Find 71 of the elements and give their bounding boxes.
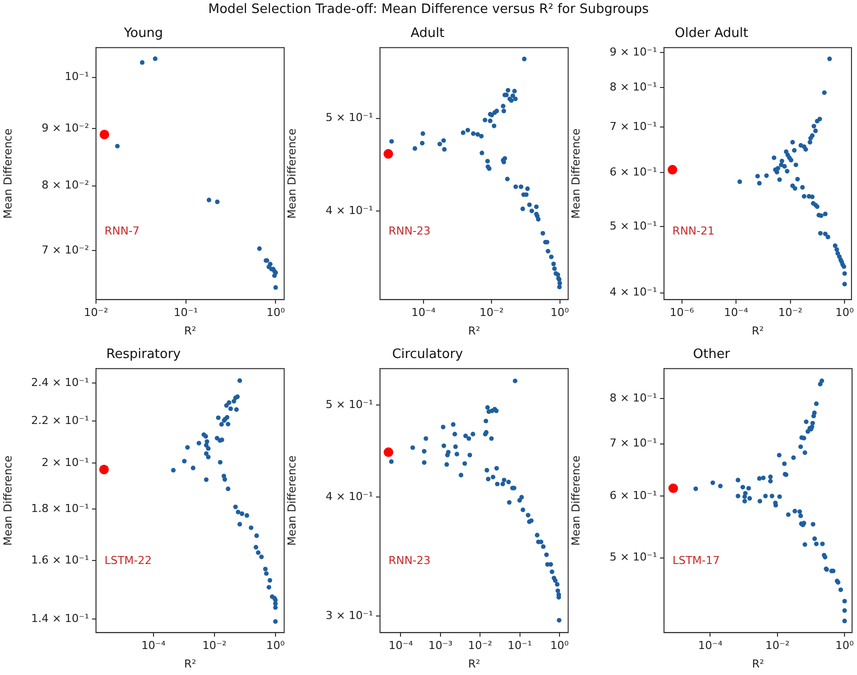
y-tick-label: 4 × 10⁻¹ xyxy=(326,490,373,504)
x-tick-label: 10⁻¹ xyxy=(174,306,198,320)
y-tick-label: 10⁻¹ xyxy=(64,70,89,84)
x-tick-label: 10⁻⁶ xyxy=(670,306,695,320)
x-tick-label: 10⁰ xyxy=(266,639,286,652)
y-tick-label: 2.4 × 10⁻¹ xyxy=(31,376,89,389)
x-tick-label: 10⁰ xyxy=(835,306,854,320)
y-tick-label: 6 × 10⁻¹ xyxy=(610,488,657,502)
y-tick-label: 7 × 10⁻² xyxy=(42,244,89,257)
y-tick-label: 4 × 10⁻¹ xyxy=(610,286,657,299)
y-tick-label: 5 × 10⁻¹ xyxy=(610,220,657,233)
y-tick-label: 7 × 10⁻¹ xyxy=(610,120,657,133)
y-tick-label: 8 × 10⁻¹ xyxy=(610,391,657,404)
x-tick-label: 10⁻⁴ xyxy=(698,639,723,652)
y-tick-label: 8 × 10⁻² xyxy=(42,178,89,192)
y-tick-label: 2.2 × 10⁻¹ xyxy=(31,414,89,427)
y-tick-label: 2 × 10⁻¹ xyxy=(42,456,89,469)
y-tick-label: 1.4 × 10⁻¹ xyxy=(31,612,89,626)
x-tick-label: 10⁰ xyxy=(550,306,570,320)
x-tick-label: 10⁻⁴ xyxy=(141,639,166,652)
x-tick-label: 10⁻² xyxy=(202,639,227,652)
y-axis-title: Mean Difference xyxy=(1,128,14,219)
annotation: RNN-23 xyxy=(388,224,431,238)
y-axis-title: Mean Difference xyxy=(285,455,298,546)
x-tick-label: 10⁰ xyxy=(550,639,570,652)
y-tick-label: 1.8 × 10⁻¹ xyxy=(31,502,89,515)
y-axis-title: Mean Difference xyxy=(285,128,298,219)
x-tick-label: 10⁻⁴ xyxy=(724,306,749,320)
x-tick-label: 10⁰ xyxy=(835,639,854,652)
y-tick-label: 4 × 10⁻¹ xyxy=(326,204,373,217)
chart-title: Respiratory xyxy=(106,347,182,362)
y-tick-label: 9 × 10⁻¹ xyxy=(610,45,657,58)
x-axis-title: R² xyxy=(468,657,480,670)
x-tick-label: 10⁻² xyxy=(84,306,108,320)
y-tick-label: 6 × 10⁻¹ xyxy=(610,166,657,179)
x-tick-label: 10⁻⁴ xyxy=(411,306,436,320)
annotation: LSTM-22 xyxy=(104,554,152,568)
y-tick-label: 5 × 10⁻¹ xyxy=(326,398,373,411)
chart-title: Young xyxy=(123,26,163,42)
x-axis-title: R² xyxy=(752,324,764,338)
y-tick-label: 3 × 10⁻¹ xyxy=(326,609,373,622)
chart-title: Adult xyxy=(410,26,444,42)
x-tick-label: 10⁻² xyxy=(765,639,790,652)
y-tick-label: 7 × 10⁻¹ xyxy=(610,436,657,450)
x-axis-title: R² xyxy=(468,324,480,338)
annotation: LSTM-17 xyxy=(672,554,720,568)
chart-title: Circulatory xyxy=(392,347,464,362)
x-axis-title: R² xyxy=(752,657,764,670)
chart-title: Older Adult xyxy=(674,26,748,42)
x-tick-label: 10⁻² xyxy=(778,306,802,320)
x-tick-label: 10⁻⁴ xyxy=(388,639,414,652)
x-axis-title: R² xyxy=(184,657,196,670)
annotation: RNN-7 xyxy=(104,224,140,238)
y-axis-title: Mean Difference xyxy=(569,128,582,219)
y-tick-label: 5 × 10⁻¹ xyxy=(326,111,373,124)
y-tick-label: 8 × 10⁻¹ xyxy=(610,80,657,94)
x-tick-label: 10⁻¹ xyxy=(508,639,532,652)
y-tick-label: 5 × 10⁻¹ xyxy=(610,550,657,564)
chart-title: Other xyxy=(693,347,731,362)
x-axis-title: R² xyxy=(184,324,196,338)
x-tick-label: 10⁻² xyxy=(468,639,492,652)
y-axis-title: Mean Difference xyxy=(569,455,582,546)
y-axis-title: Mean Difference xyxy=(1,455,14,546)
text: Model Selection Trade-off: Mean Difference versus R² for Subgroups xyxy=(207,2,650,17)
annotation: RNN-23 xyxy=(388,554,431,568)
x-tick-label: 10⁰ xyxy=(266,306,286,320)
x-tick-label: 10⁻² xyxy=(480,306,504,320)
y-tick-label: 9 × 10⁻² xyxy=(42,121,89,134)
annotation: RNN-21 xyxy=(672,224,715,238)
x-tick-label: 10⁻³ xyxy=(428,639,453,652)
y-tick-label: 1.6 × 10⁻¹ xyxy=(31,554,89,567)
